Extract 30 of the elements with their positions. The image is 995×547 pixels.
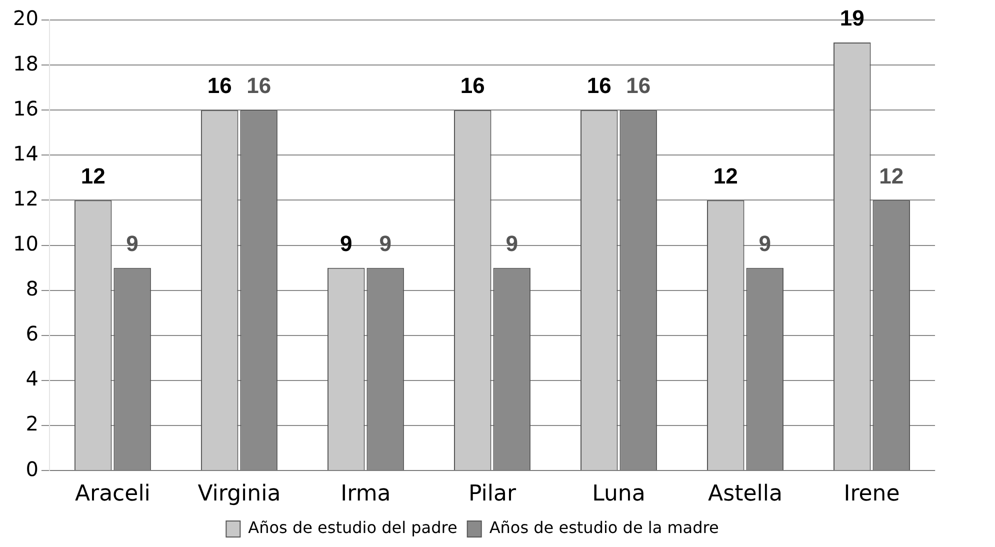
data-label: 16 <box>460 73 485 98</box>
y-tick-label: 16 <box>12 96 38 120</box>
x-tick-label: Astella <box>708 482 782 507</box>
y-tick-label: 4 <box>26 366 38 391</box>
x-tick-label: Araceli <box>74 482 150 507</box>
x-tick-label: Irene <box>844 482 900 507</box>
x-tick-label: Pilar <box>468 482 517 507</box>
y-tick-label: 10 <box>12 232 38 256</box>
x-tick-label: Luna <box>592 482 646 507</box>
legend-label: Años de estudio de la madre <box>489 518 719 538</box>
x-tick-label: Virginia <box>198 482 281 507</box>
data-label: 12 <box>80 163 106 188</box>
data-label: 12 <box>879 163 904 188</box>
data-label: 16 <box>207 73 232 98</box>
y-tick-label: 18 <box>12 51 38 76</box>
x-tick-label: Irma <box>340 482 391 507</box>
data-label: 19 <box>840 6 864 31</box>
y-tick-label: 20 <box>12 6 38 30</box>
y-tick-label: 6 <box>26 322 38 346</box>
y-tick-label: 12 <box>12 186 38 210</box>
data-label: 16 <box>586 73 612 98</box>
data-label: 16 <box>246 73 272 98</box>
y-tick-label: 0 <box>26 456 38 481</box>
y-tick-label: 2 <box>26 412 38 436</box>
y-tick-label: 14 <box>12 141 38 166</box>
y-tick-label: 8 <box>26 276 38 301</box>
data-label: 9 <box>340 230 352 256</box>
data-label: 16 <box>626 73 651 98</box>
data-label: 12 <box>713 163 738 188</box>
legend-label: Años de estudio del padre <box>248 518 458 538</box>
